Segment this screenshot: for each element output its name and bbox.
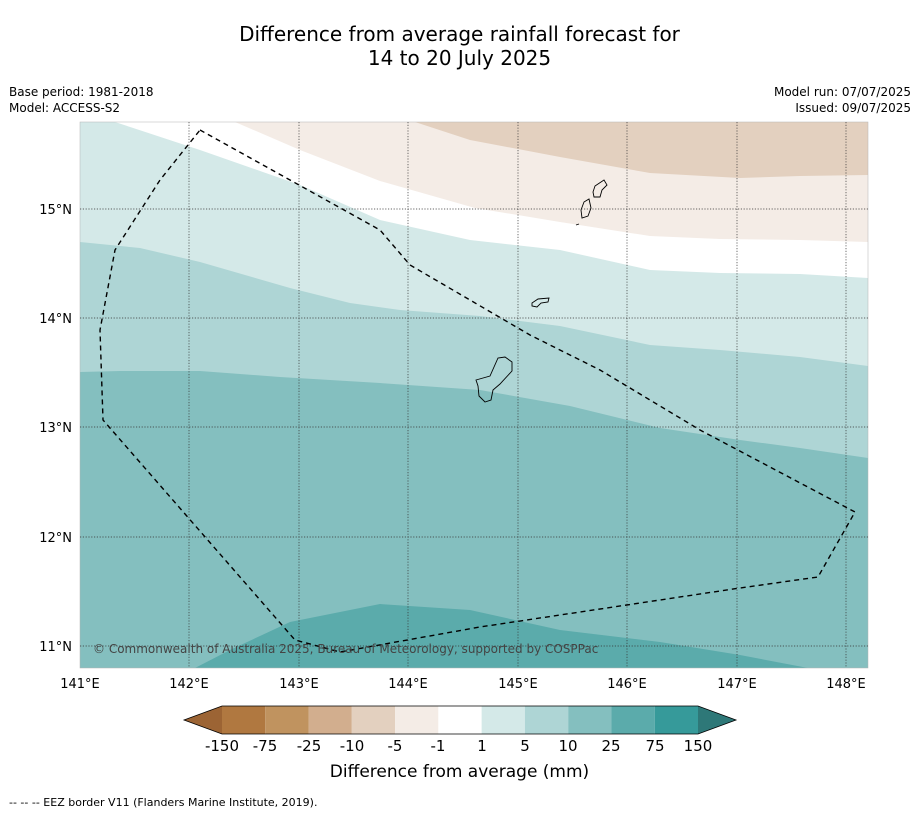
model-name: Model: ACCESS-S2 <box>9 101 121 115</box>
saipan-island <box>592 179 608 198</box>
title-line-1: Difference from average rainfall forecas… <box>239 22 680 46</box>
colorbar-tick: 10 <box>558 737 577 755</box>
lat-tick: 13°N <box>39 421 72 436</box>
lon-tick: 144°E <box>388 677 428 692</box>
colorbar-tick-labels: -150 -75 -25 -10 -5 -1 1 5 10 25 75 150 <box>205 737 712 755</box>
colorbar-segment <box>351 706 396 734</box>
rota-island <box>531 297 550 308</box>
eez-note: -- -- -- EEZ border V11 (Flanders Marine… <box>9 796 318 809</box>
colorbar-segment <box>654 706 698 734</box>
colorbar-extend-low <box>184 706 222 734</box>
lat-tick-labels: 15°N 14°N 13°N 12°N 11°N <box>39 203 72 655</box>
colorbar-segment <box>308 706 352 734</box>
colorbar-outline <box>182 705 738 735</box>
colorbar-segment <box>395 706 439 734</box>
colorbar-tick: 75 <box>645 737 664 755</box>
colorbar-tick: -150 <box>205 737 239 755</box>
colorbar-tick: -75 <box>253 737 278 755</box>
colorbar-tick: 150 <box>684 737 713 755</box>
lon-tick: 148°E <box>826 677 866 692</box>
meta-left: Base period: 1981-2018 Model: ACCESS-S2 <box>9 84 154 116</box>
colorbar-segment <box>222 706 266 734</box>
map-frame <box>79 121 869 669</box>
lat-tick: 15°N <box>39 203 72 218</box>
title-line-2: 14 to 20 July 2025 <box>367 46 552 70</box>
lat-tick: 14°N <box>39 312 72 327</box>
colorbar-extend-high <box>698 706 736 734</box>
colorbar-tick: -10 <box>340 737 365 755</box>
colorbar-tick: -25 <box>297 737 322 755</box>
meta-right: Model run: 07/07/2025 Issued: 09/07/2025 <box>774 84 911 116</box>
chart-title: Difference from average rainfall forecas… <box>0 22 919 70</box>
lon-tick-labels: 141°E 142°E 143°E 144°E 145°E 146°E 147°… <box>60 677 866 692</box>
tinian-island <box>580 198 592 219</box>
eez-border <box>99 129 856 653</box>
lon-tick: 146°E <box>607 677 647 692</box>
contour-25-75 <box>195 604 808 668</box>
model-run: Model run: 07/07/2025 <box>773 85 911 99</box>
guam-island <box>475 356 513 403</box>
lat-tick: 12°N <box>39 531 72 546</box>
islands <box>475 179 608 403</box>
colorbar <box>182 705 738 735</box>
colorbar-segment <box>524 706 569 734</box>
colorbar-tick: 25 <box>601 737 620 755</box>
colorbar-title: Difference from average (mm) <box>329 762 590 782</box>
lon-tick: 142°E <box>169 677 209 692</box>
aguijan-island <box>575 223 580 226</box>
lon-tick: 141°E <box>60 677 100 692</box>
base-period: Base period: 1981-2018 <box>9 85 154 99</box>
issued-date: Issued: 09/07/2025 <box>795 101 911 115</box>
lon-tick: 147°E <box>717 677 757 692</box>
copyright-notice: © Commonwealth of Australia 2025, Bureau… <box>93 642 598 656</box>
colorbar-segment <box>568 706 612 734</box>
lat-tick: 11°N <box>39 640 72 655</box>
colorbar-tick: 5 <box>520 737 530 755</box>
colorbar-segment <box>481 706 525 734</box>
contour-minus10-minus5 <box>415 122 868 178</box>
lon-tick: 143°E <box>279 677 319 692</box>
lon-tick: 145°E <box>498 677 538 692</box>
colorbar-tick: -1 <box>431 737 446 755</box>
rainfall-contours <box>80 122 868 668</box>
colorbar-segment <box>438 706 482 734</box>
colorbar-segment <box>611 706 655 734</box>
colorbar-tick: 1 <box>477 737 487 755</box>
colorbar-tick: -5 <box>388 737 403 755</box>
colorbar-segment <box>265 706 309 734</box>
